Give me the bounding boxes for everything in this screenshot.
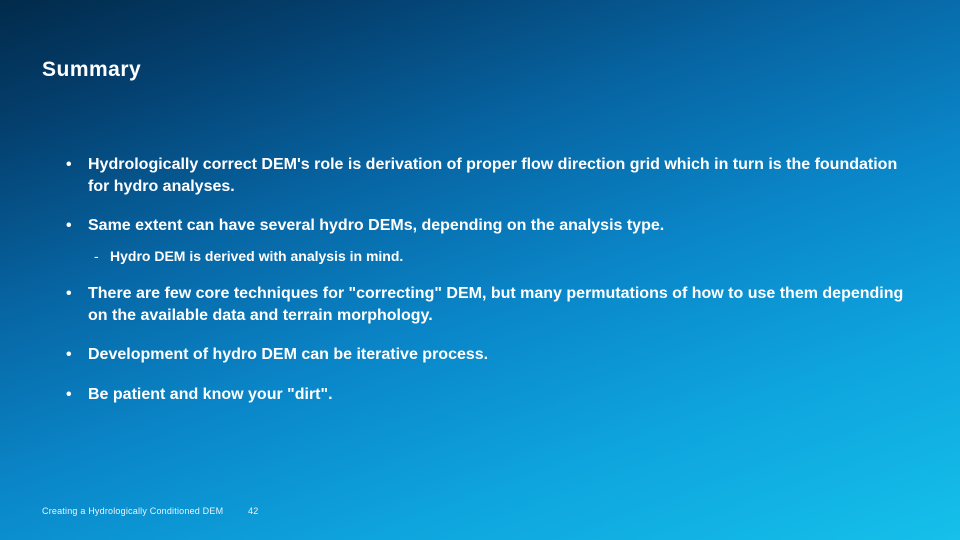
list-item: Development of hydro DEM can be iterativ… — [66, 344, 918, 366]
sub-bullet-list: Hydro DEM is derived with analysis in mi… — [88, 247, 918, 265]
page-number: 42 — [248, 506, 258, 516]
bullet-list: Hydrologically correct DEM's role is der… — [66, 154, 918, 405]
list-item: Be patient and know your "dirt". — [66, 384, 918, 406]
list-item: There are few core techniques for "corre… — [66, 283, 918, 326]
slide-content: Hydrologically correct DEM's role is der… — [42, 154, 918, 405]
list-item: Hydrologically correct DEM's role is der… — [66, 154, 918, 197]
slide-footer: Creating a Hydrologically Conditioned DE… — [42, 506, 258, 516]
list-item-text: Same extent can have several hydro DEMs,… — [88, 217, 664, 234]
slide: Summary Hydrologically correct DEM's rol… — [0, 0, 960, 540]
list-item: Same extent can have several hydro DEMs,… — [66, 215, 918, 265]
list-item-text: There are few core techniques for "corre… — [88, 285, 903, 324]
list-item-text: Development of hydro DEM can be iterativ… — [88, 346, 488, 363]
list-item-text: Be patient and know your "dirt". — [88, 386, 333, 403]
footer-text: Creating a Hydrologically Conditioned DE… — [42, 506, 223, 516]
sub-list-item-text: Hydro DEM is derived with analysis in mi… — [110, 248, 403, 264]
list-item-text: Hydrologically correct DEM's role is der… — [88, 156, 897, 195]
sub-list-item: Hydro DEM is derived with analysis in mi… — [88, 247, 918, 265]
slide-title: Summary — [42, 58, 918, 82]
